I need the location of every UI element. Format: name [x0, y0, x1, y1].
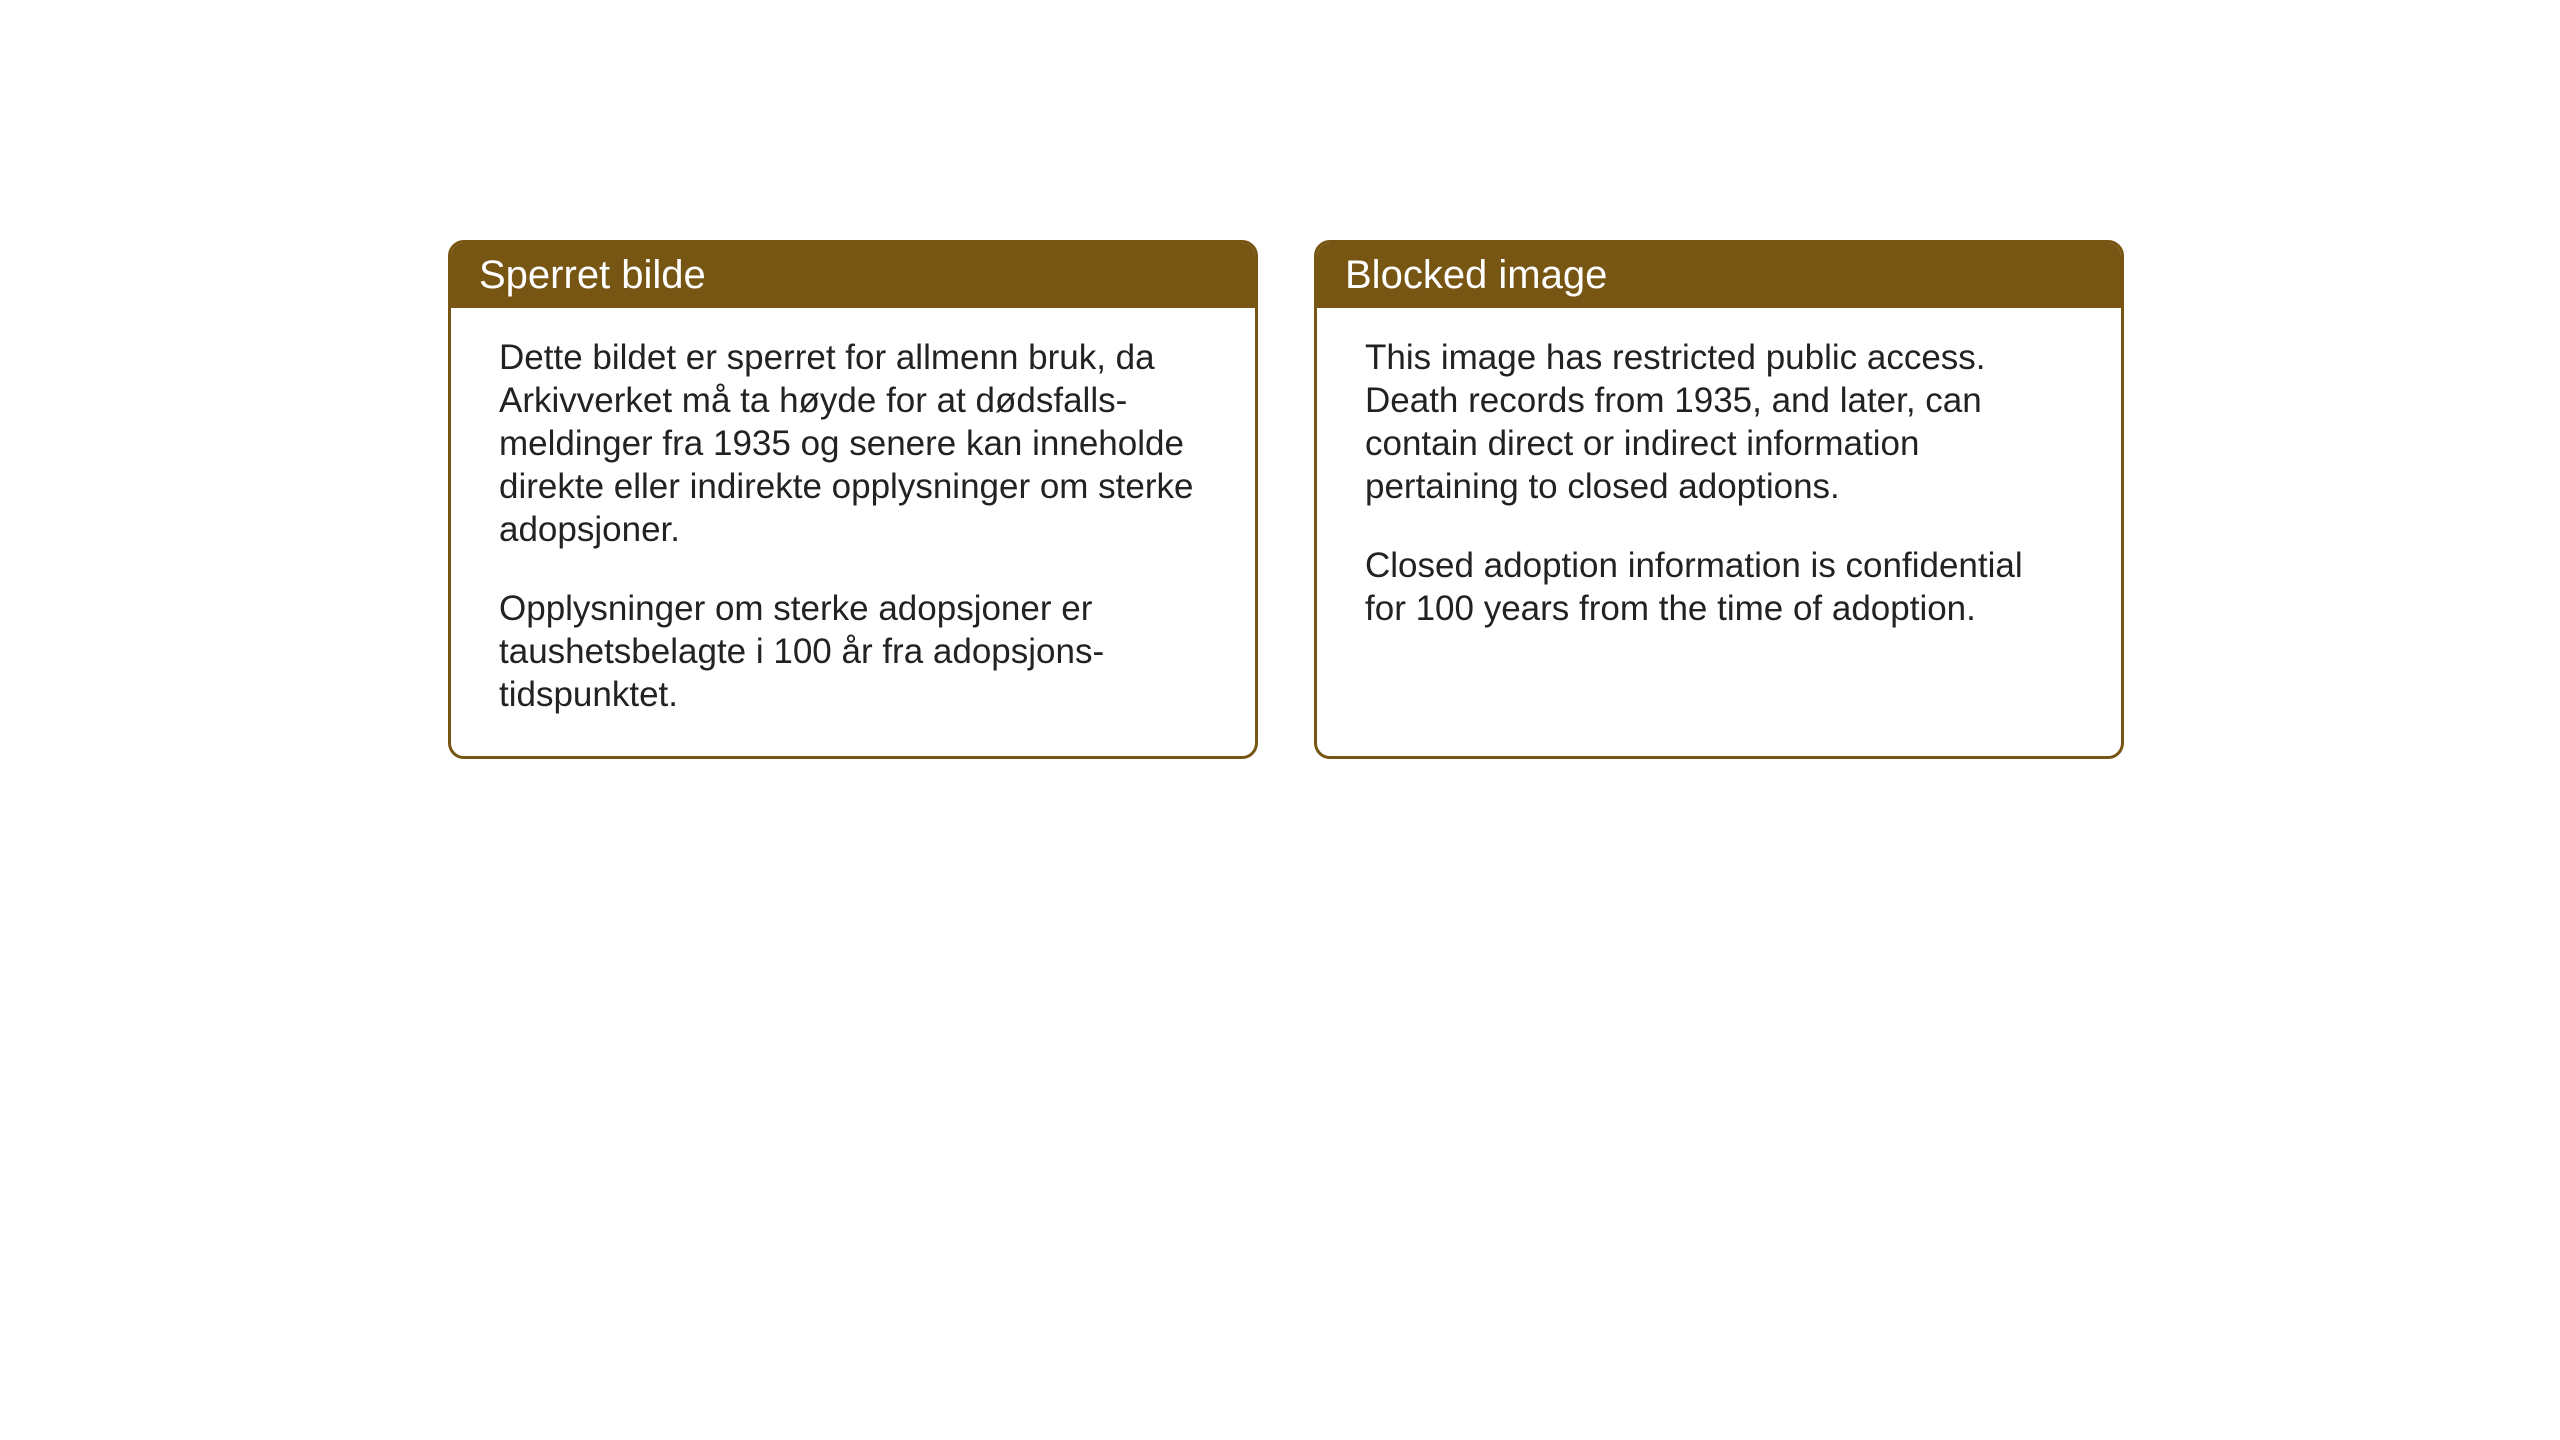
norwegian-paragraph-2: Opplysninger om sterke adopsjoner er tau…: [499, 587, 1207, 716]
norwegian-notice-card: Sperret bilde Dette bildet er sperret fo…: [448, 240, 1258, 759]
notice-container: Sperret bilde Dette bildet er sperret fo…: [448, 240, 2124, 759]
norwegian-card-title: Sperret bilde: [451, 243, 1255, 308]
english-card-title: Blocked image: [1317, 243, 2121, 308]
norwegian-card-body: Dette bildet er sperret for allmenn bruk…: [451, 308, 1255, 756]
english-paragraph-1: This image has restricted public access.…: [1365, 336, 2073, 508]
norwegian-paragraph-1: Dette bildet er sperret for allmenn bruk…: [499, 336, 1207, 551]
english-notice-card: Blocked image This image has restricted …: [1314, 240, 2124, 759]
english-card-body: This image has restricted public access.…: [1317, 308, 2121, 670]
english-paragraph-2: Closed adoption information is confident…: [1365, 544, 2073, 630]
